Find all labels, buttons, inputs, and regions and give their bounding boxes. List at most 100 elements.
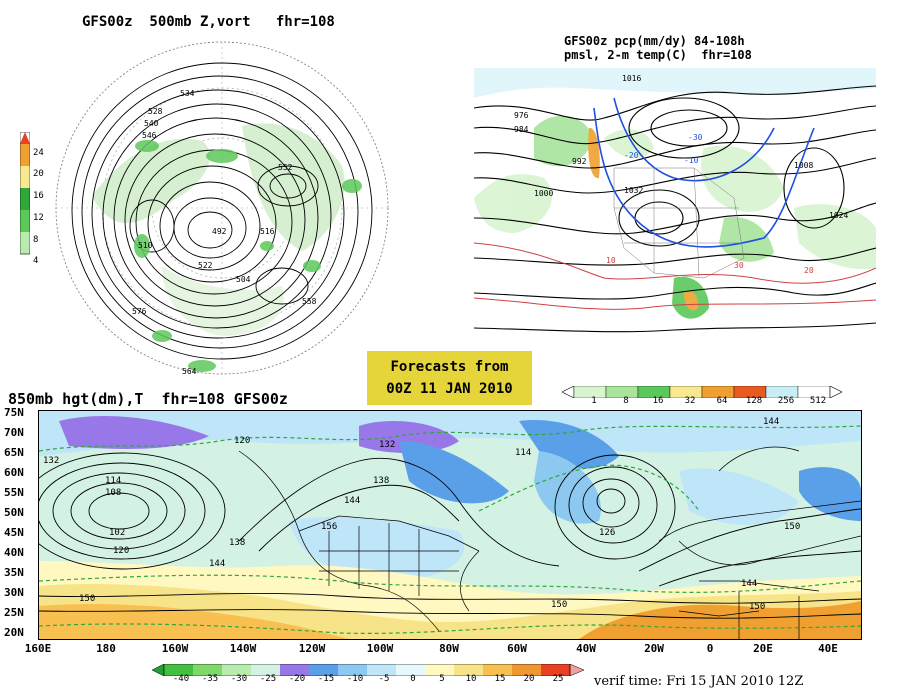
- verif-time: verif time: Fri 15 JAN 2010 12Z: [594, 674, 804, 689]
- z500-label: 534: [180, 89, 195, 98]
- temp-label: 10: [606, 256, 616, 265]
- lon-label: 20E: [753, 642, 773, 655]
- vort-tick: 16: [33, 191, 44, 201]
- lat-label: 55N: [4, 486, 24, 499]
- lon-label: 20W: [644, 642, 664, 655]
- z500-label: 516: [260, 227, 275, 236]
- temp-label: 20: [804, 266, 814, 275]
- precip-tick: 128: [745, 396, 763, 406]
- precip-tick: 512: [809, 396, 827, 406]
- vort-tick: 8: [33, 235, 39, 245]
- lat-label: 30N: [4, 586, 24, 599]
- z500-label: 510: [138, 241, 153, 250]
- temp-tick: -20: [288, 674, 306, 684]
- temp-tick: -10: [346, 674, 364, 684]
- vorticity-colorbar: [19, 131, 31, 262]
- pmsl-label: 976: [514, 111, 529, 120]
- hgt-label: 108: [105, 488, 121, 498]
- pmsl-label: 1000: [534, 189, 553, 198]
- z500-label: 528: [148, 107, 163, 116]
- precip-tick: 256: [777, 396, 795, 406]
- temp-label: -10: [684, 156, 699, 165]
- temp-label: -30: [688, 133, 703, 142]
- pmsl-label: 992: [572, 157, 587, 166]
- lat-label: 75N: [4, 406, 24, 419]
- temp-tick: -30: [230, 674, 248, 684]
- lon-label: 40W: [576, 642, 596, 655]
- z500-label: 576: [132, 307, 147, 316]
- hgt-label: 156: [321, 522, 337, 532]
- hgt-label: 144: [209, 559, 225, 569]
- map-850mb: 132 114 108 102 120 138 144 150 156 126 …: [38, 410, 862, 640]
- hgt-label: 150: [784, 522, 800, 532]
- temp-tick: 25: [552, 674, 564, 684]
- upper-left-title: GFS00z 500mb Z,vort fhr=108: [82, 14, 335, 30]
- precip-tick: 1: [591, 396, 597, 406]
- z500-label: 564: [182, 367, 197, 376]
- lon-label: 160E: [24, 642, 52, 655]
- pmsl-label: 1016: [622, 74, 641, 83]
- lat-label: 35N: [4, 566, 24, 579]
- temp-tick: -40: [172, 674, 190, 684]
- hgt-label: 144: [763, 417, 779, 427]
- lat-label: 20N: [4, 626, 24, 639]
- hgt-label: 126: [599, 528, 615, 538]
- hgt-label: 132: [379, 440, 395, 450]
- pmsl-label: 984: [514, 125, 529, 134]
- lon-label: 60W: [507, 642, 527, 655]
- lon-label: 0: [706, 642, 714, 655]
- hgt-label: 150: [79, 594, 95, 604]
- temp-tick: -35: [201, 674, 219, 684]
- forecast-init-stamp: Forecasts from 00Z 11 JAN 2010: [367, 351, 532, 405]
- lon-label: 160W: [161, 642, 189, 655]
- temp-tick: 0: [410, 674, 416, 684]
- lat-label: 25N: [4, 606, 24, 619]
- temperature-colorbar: [151, 661, 585, 677]
- pmsl-label: 1008: [794, 161, 813, 170]
- vort-tick: 4: [33, 256, 39, 266]
- hgt-label: 120: [113, 546, 129, 556]
- vort-tick: 12: [33, 213, 44, 223]
- temp-tick: 15: [494, 674, 506, 684]
- temp-tick: 10: [465, 674, 477, 684]
- hgt-label: 132: [43, 456, 59, 466]
- temp-label: 30: [734, 261, 744, 270]
- hgt-label: 144: [344, 496, 360, 506]
- lat-label: 50N: [4, 506, 24, 519]
- temp-tick: 5: [439, 674, 445, 684]
- stamp-line-1: Forecasts from: [390, 359, 509, 375]
- pmsl-label: 1032: [624, 186, 643, 195]
- z500-label: 540: [144, 119, 159, 128]
- hgt-label: 114: [515, 448, 531, 458]
- temp-tick: -5: [378, 674, 390, 684]
- hgt-label: 120: [234, 436, 250, 446]
- temp-tick: -25: [259, 674, 277, 684]
- lat-label: 40N: [4, 546, 24, 559]
- hgt-label: 150: [749, 602, 765, 612]
- lon-label: 100W: [366, 642, 394, 655]
- hgt-label: 102: [109, 528, 125, 538]
- lon-label: 80W: [439, 642, 459, 655]
- hgt-label: 138: [229, 538, 245, 548]
- lon-label: 180: [96, 642, 116, 655]
- upper-right-title-1: GFS00z pcp(mm/dy) 84-108h: [564, 34, 745, 48]
- lat-label: 60N: [4, 466, 24, 479]
- pmsl-label: 1024: [829, 211, 848, 220]
- upper-right-title-2: pmsl, 2-m temp(C) fhr=108: [564, 48, 752, 62]
- polar-500mb-map: 534 528 540 546 552 516 510 492 504 522 …: [52, 36, 397, 378]
- lat-label: 65N: [4, 446, 24, 459]
- precip-tick: 32: [684, 396, 696, 406]
- vort-tick: 24: [33, 148, 44, 158]
- lat-label: 45N: [4, 526, 24, 539]
- hgt-label: 150: [551, 600, 567, 610]
- temp-tick: -15: [317, 674, 335, 684]
- hgt-label: 138: [373, 476, 389, 486]
- lat-label: 70N: [4, 426, 24, 439]
- lon-label: 120W: [298, 642, 326, 655]
- lon-label: 140W: [229, 642, 257, 655]
- precip-colorbar: [561, 383, 843, 399]
- stamp-line-2: 00Z 11 JAN 2010: [386, 381, 513, 397]
- hgt-label: 144: [741, 579, 757, 589]
- z500-label: 492: [212, 227, 227, 236]
- z500-label: 552: [278, 163, 293, 172]
